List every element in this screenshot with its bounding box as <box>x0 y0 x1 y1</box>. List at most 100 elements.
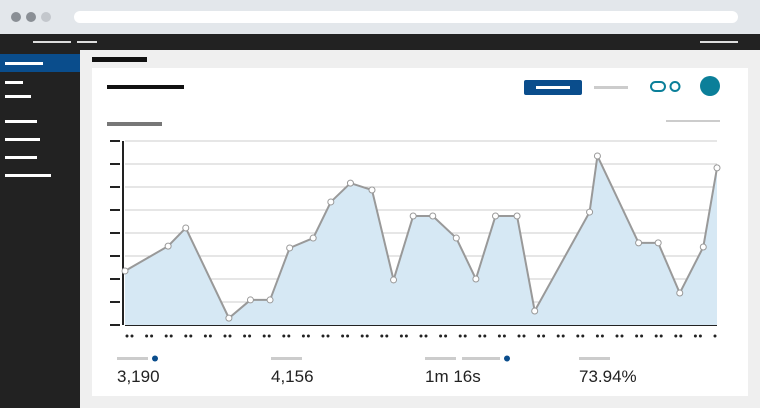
indicator <box>152 355 158 362</box>
placeholder <box>33 41 71 43</box>
x-tick-dot <box>517 334 521 338</box>
point <box>531 307 539 315</box>
x-tick-dot <box>243 334 247 338</box>
x-tick-dot <box>640 334 644 338</box>
x-tick-dot <box>595 334 599 338</box>
nav-item[interactable] <box>5 174 51 177</box>
placeholder <box>700 41 738 43</box>
x-tick-dot <box>635 334 639 338</box>
point <box>409 212 417 220</box>
x-tick-dot <box>145 334 149 338</box>
toggle[interactable] <box>669 81 681 92</box>
x-tick-dot <box>659 334 663 338</box>
point <box>327 198 335 206</box>
x-tick-dot <box>522 334 526 338</box>
x-tick-dot <box>502 334 506 338</box>
indicator <box>504 355 510 362</box>
point <box>368 186 376 194</box>
point <box>452 234 460 242</box>
placeholder <box>462 357 500 360</box>
x-tick-dot <box>458 334 462 338</box>
metric-value: 4,156 <box>271 367 314 386</box>
x-tick-dot <box>698 334 702 338</box>
x-tick-dot <box>189 334 193 338</box>
point <box>654 239 662 247</box>
x-tick-dot <box>203 334 207 338</box>
placeholder <box>579 357 610 360</box>
x-tick-dot <box>130 334 134 338</box>
x-tick-dot <box>478 334 482 338</box>
x-tick-dot <box>576 334 580 338</box>
x-tick-dot <box>125 334 129 338</box>
nav-item[interactable] <box>5 62 43 65</box>
x-tick-dot <box>399 334 403 338</box>
point <box>635 239 643 247</box>
x-tick-dot <box>321 334 325 338</box>
metrics: 3,190 4,156 1m 16s 73.94% <box>117 355 637 386</box>
x-tick-dot <box>228 334 232 338</box>
x-tick-dot <box>248 334 252 338</box>
avatar[interactable] <box>700 76 720 96</box>
placeholder <box>666 120 720 122</box>
nav-item[interactable] <box>5 138 40 141</box>
x-tick-dot <box>365 334 369 338</box>
window-dot[interactable] <box>11 12 21 22</box>
point <box>593 152 601 160</box>
point <box>513 212 521 220</box>
point <box>346 179 354 187</box>
x-tick-dot <box>497 334 501 338</box>
chart-label-bar <box>107 122 162 126</box>
window-dot[interactable] <box>41 12 51 22</box>
x-tick-dot <box>164 334 168 338</box>
window-dot[interactable] <box>26 12 36 22</box>
chart <box>110 140 721 338</box>
x-tick-dot <box>556 334 560 338</box>
x-tick-dot <box>581 334 585 338</box>
x-tick-dot <box>262 334 266 338</box>
nav-item[interactable] <box>5 120 37 123</box>
placeholder <box>536 86 570 89</box>
top-bar <box>0 34 760 50</box>
x-tick-dot <box>444 334 448 338</box>
nav-item[interactable] <box>5 156 37 159</box>
x-tick-dot <box>267 334 271 338</box>
nav-item[interactable] <box>5 81 23 84</box>
page-title-bar <box>92 57 147 62</box>
point <box>429 212 437 220</box>
placeholder <box>77 41 97 43</box>
x-tick-dot <box>169 334 173 338</box>
area <box>125 155 717 325</box>
x-tick-dot <box>679 334 683 338</box>
point <box>390 276 398 284</box>
toggle[interactable] <box>650 81 666 92</box>
x-tick-dot <box>674 334 678 338</box>
x-tick-dot <box>385 334 389 338</box>
x-tick-dot <box>301 334 305 338</box>
metric-value: 3,190 <box>117 367 160 386</box>
x-tick-dot <box>654 334 658 338</box>
x-tick-dot <box>184 334 188 338</box>
x-tick-dot <box>223 334 227 338</box>
x-tick-dot <box>424 334 428 338</box>
x-tick-dot <box>439 334 443 338</box>
sidebar <box>0 50 80 408</box>
placeholder <box>271 357 302 360</box>
x-tick-dot <box>561 334 565 338</box>
metric-value: 73.94% <box>579 367 637 386</box>
x-tick-dot <box>306 334 310 338</box>
point <box>676 289 684 297</box>
placeholder <box>117 357 148 360</box>
nav-item[interactable] <box>5 95 31 98</box>
point <box>121 267 129 275</box>
point <box>713 164 721 172</box>
x-tick-dot <box>404 334 408 338</box>
x-tick-dot <box>693 334 697 338</box>
tab[interactable] <box>594 86 628 89</box>
x-tick-dot <box>287 334 291 338</box>
x-tick-dot <box>282 334 286 338</box>
x-tick-dot <box>600 334 604 338</box>
x-tick-dot <box>620 334 624 338</box>
x-tick-dot <box>380 334 384 338</box>
point <box>225 314 233 322</box>
address-bar[interactable] <box>74 11 738 23</box>
